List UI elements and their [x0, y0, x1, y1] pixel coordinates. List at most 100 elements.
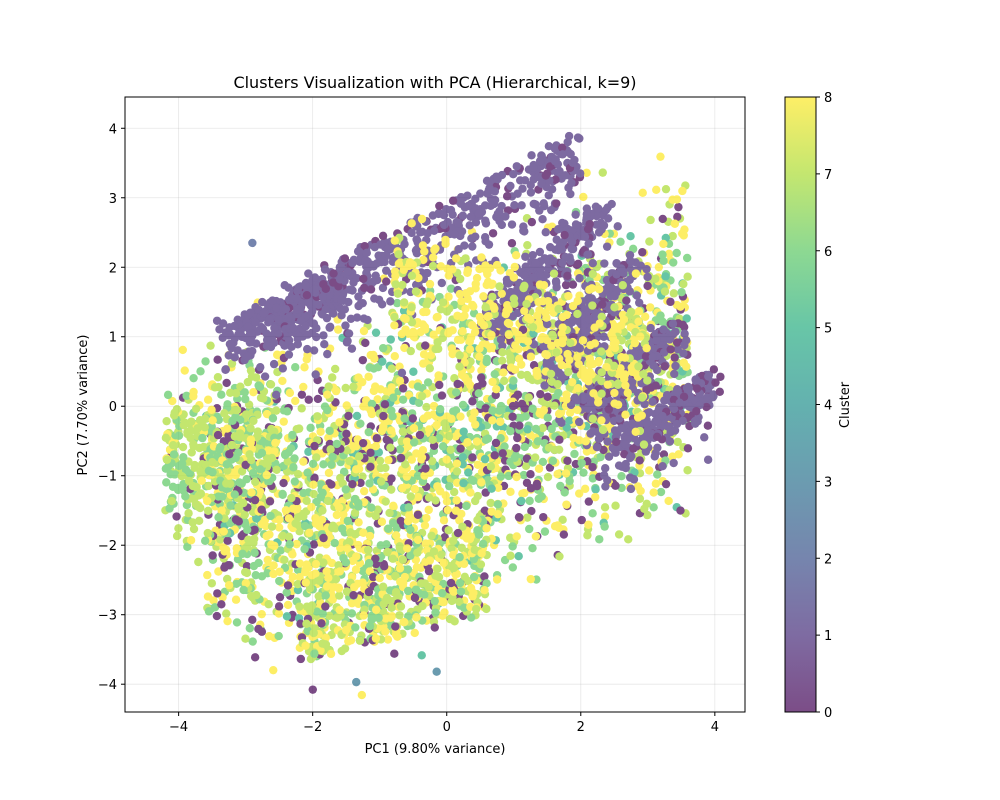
- scatter-point: [604, 452, 614, 461]
- scatter-point: [468, 592, 477, 601]
- scatter-point: [349, 382, 358, 391]
- scatter-point: [406, 492, 415, 501]
- scatter-point: [280, 281, 289, 290]
- scatter-point: [661, 479, 671, 489]
- scatter-point: [480, 454, 490, 464]
- scatter-point: [242, 568, 252, 578]
- scatter-point: [359, 611, 368, 620]
- scatter-point: [397, 368, 407, 378]
- scatter-point: [302, 496, 311, 506]
- scatter-point: [378, 357, 387, 366]
- scatter-point: [283, 581, 293, 590]
- scatter-point: [359, 402, 368, 411]
- scatter-point: [222, 609, 231, 618]
- scatter-point: [584, 315, 594, 324]
- scatter-point: [387, 364, 397, 373]
- scatter-point: [565, 476, 574, 486]
- scatter-point: [323, 349, 332, 359]
- scatter-point: [691, 419, 700, 428]
- scatter-point: [377, 300, 387, 309]
- scatter-point: [439, 516, 449, 525]
- scatter-point: [588, 462, 597, 472]
- scatter-point: [282, 612, 292, 621]
- scatter-point: [280, 555, 289, 565]
- scatter-point: [418, 601, 427, 611]
- scatter-point: [338, 524, 347, 533]
- scatter-point: [704, 372, 713, 381]
- scatter-point: [163, 390, 173, 400]
- scatter-point: [508, 542, 517, 551]
- scatter-point: [376, 477, 386, 486]
- scatter-point: [636, 486, 645, 496]
- scatter-point: [580, 484, 590, 494]
- scatter-point: [286, 444, 296, 453]
- scatter-point: [358, 578, 367, 587]
- scatter-point: [203, 506, 213, 515]
- scatter-point: [295, 559, 305, 568]
- scatter-point: [653, 443, 662, 453]
- scatter-point: [281, 506, 291, 515]
- scatter-point: [670, 219, 680, 228]
- scatter-point: [457, 509, 466, 519]
- scatter-point: [285, 540, 294, 549]
- scatter-point: [241, 410, 251, 419]
- scatter-point: [420, 471, 429, 480]
- scatter-point: [526, 470, 535, 479]
- scatter-point: [214, 567, 223, 576]
- scatter-point: [520, 176, 530, 185]
- scatter-point: [588, 427, 598, 436]
- scatter-point: [366, 462, 375, 472]
- scatter-point: [381, 614, 390, 623]
- scatter-point: [374, 613, 383, 623]
- scatter-point: [222, 479, 231, 488]
- scatter-point: [486, 498, 495, 508]
- scatter-point: [649, 488, 658, 497]
- scatter-point: [563, 271, 572, 280]
- scatter-point: [371, 634, 381, 643]
- scatter-point: [333, 325, 343, 334]
- scatter-point: [347, 344, 357, 353]
- scatter-point: [575, 169, 585, 178]
- scatter-point: [331, 386, 341, 396]
- scatter-point: [463, 438, 472, 447]
- scatter-point: [421, 464, 430, 473]
- scatter-point: [493, 500, 503, 509]
- scatter-point: [517, 496, 526, 506]
- scatter-point: [350, 494, 360, 504]
- scatter-point: [556, 481, 565, 491]
- scatter-point: [458, 211, 468, 220]
- scatter-point: [601, 205, 611, 215]
- scatter-point: [178, 484, 187, 494]
- scatter-point: [248, 468, 258, 478]
- scatter-point: [366, 448, 375, 458]
- scatter-point: [328, 523, 337, 533]
- scatter-point: [541, 171, 550, 180]
- scatter-point: [480, 585, 489, 595]
- scatter-point: [246, 424, 255, 433]
- scatter-point: [204, 481, 213, 491]
- scatter-point: [496, 335, 506, 344]
- scatter-point: [498, 449, 507, 458]
- scatter-point: [534, 494, 543, 503]
- scatter-point: [592, 443, 602, 452]
- scatter-point: [378, 231, 388, 241]
- scatter-point: [649, 503, 658, 512]
- scatter-point: [386, 297, 395, 306]
- scatter-point: [324, 468, 334, 478]
- scatter-point: [588, 474, 598, 483]
- scatter-point: [506, 426, 515, 436]
- scatter-point: [212, 611, 222, 621]
- scatter-point: [439, 210, 449, 220]
- scatter-point: [403, 586, 413, 596]
- scatter-point: [441, 423, 451, 433]
- scatter-point: [450, 230, 459, 239]
- scatter-point: [179, 420, 189, 430]
- scatter-point: [676, 506, 685, 515]
- scatter-point: [251, 570, 260, 580]
- scatter-point: [172, 512, 181, 521]
- scatter-point: [493, 175, 502, 184]
- scatter-point: [480, 506, 490, 515]
- scatter-point: [440, 220, 449, 230]
- scatter-point: [564, 131, 574, 141]
- scatter-point: [403, 544, 412, 553]
